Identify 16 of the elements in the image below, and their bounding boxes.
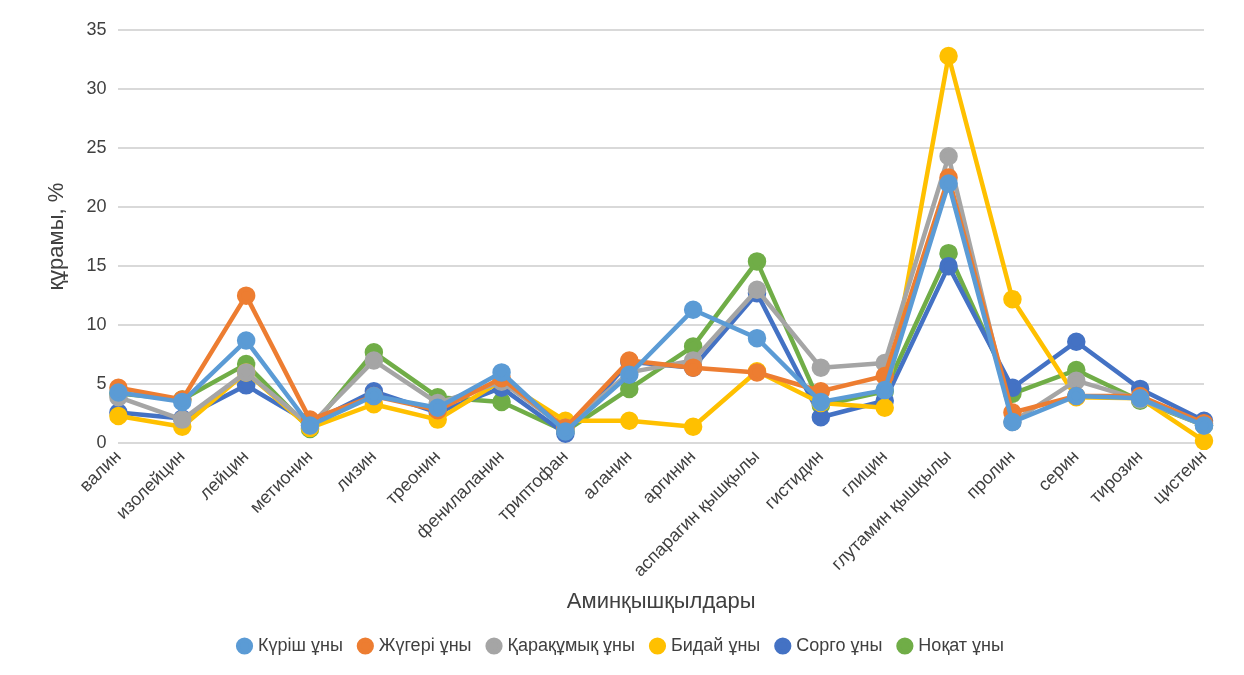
x-axis-title: Аминқышқылдары (566, 587, 756, 613)
y-tick-label: 0 (96, 432, 107, 453)
y-tick-label: 10 (86, 314, 107, 335)
y-tick-label: 25 (86, 137, 107, 158)
y-tick-label: 30 (86, 78, 107, 98)
y-tick-label: 5 (96, 373, 107, 394)
legend-label: Сорго ұны (796, 634, 883, 655)
legend-label: Бидай ұны (670, 634, 761, 655)
y-tick-label: 35 (86, 18, 107, 39)
legend-label: Ноқат ұны (918, 634, 1004, 655)
legend-label: Қарақұмық ұны (507, 634, 635, 655)
legend-label: Жүгері ұны (378, 634, 472, 655)
y-tick-label: 20 (86, 196, 107, 217)
y-tick-label: 15 (86, 255, 107, 276)
y-axis-title: құрамы, % (43, 182, 69, 291)
legend-label: Күріш ұны (258, 634, 343, 655)
